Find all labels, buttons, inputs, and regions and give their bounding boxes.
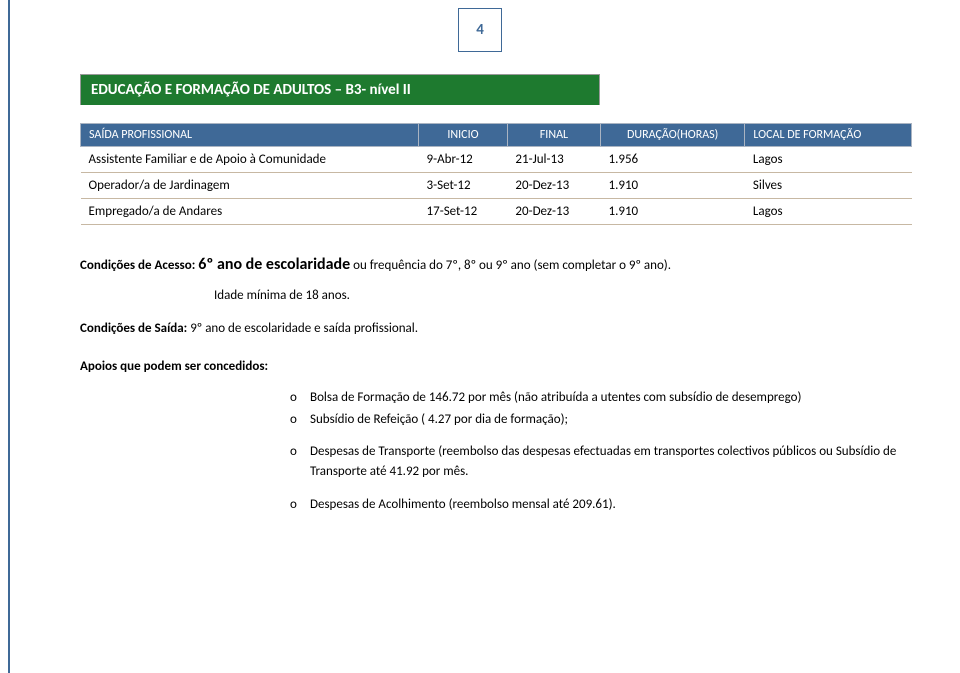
- page-number-box: 4: [458, 8, 502, 52]
- cell-duracao: 1.910: [600, 199, 744, 225]
- saida-text: 9º ano de escolaridade e saída profissio…: [187, 321, 418, 336]
- col-saida: SAÍDA PROFISSIONAL: [81, 124, 419, 147]
- cell-local: Silves: [745, 173, 912, 199]
- table-header-row: SAÍDA PROFISSIONAL INICIO FINAL DURAÇÃO(…: [81, 124, 912, 147]
- cell-saida: Empregado/a de Andares: [81, 199, 419, 225]
- table-row: Assistente Familiar e de Apoio à Comunid…: [81, 147, 912, 173]
- cell-inicio: 17-Set-12: [419, 199, 508, 225]
- bullet-text: Bolsa de Formação de 146.72 por mês (não…: [310, 388, 912, 408]
- section-title: EDUCAÇÃO E FORMAÇÃO DE ADULTOS – B3- nív…: [91, 81, 411, 99]
- col-duracao: DURAÇÃO(HORAS): [600, 124, 744, 147]
- acesso-big: 6º ano de escolaridade: [198, 255, 350, 274]
- idade-minima: Idade mínima de 18 anos.: [214, 284, 912, 307]
- page-number: 4: [476, 21, 484, 39]
- bullet-text: Despesas de Transporte (reembolso das de…: [310, 442, 912, 482]
- bullet-marker: o: [290, 442, 310, 482]
- acesso-rest: ou frequência do 7º, 8º ou 9º ano (sem c…: [350, 258, 671, 273]
- apoios-bullets: o Bolsa de Formação de 146.72 por mês (n…: [290, 388, 912, 515]
- cell-local: Lagos: [745, 199, 912, 225]
- cell-duracao: 1.910: [600, 173, 744, 199]
- cell-final: 20-Dez-13: [507, 199, 600, 225]
- table-row: Empregado/a de Andares 17-Set-12 20-Dez-…: [81, 199, 912, 225]
- cell-saida: Assistente Familiar e de Apoio à Comunid…: [81, 147, 419, 173]
- cell-final: 21-Jul-13: [507, 147, 600, 173]
- table-row: Operador/a de Jardinagem 3-Set-12 20-Dez…: [81, 173, 912, 199]
- col-local: LOCAL DE FORMAÇÃO: [745, 124, 912, 147]
- condicoes-saida: Condições de Saída: 9º ano de escolarida…: [80, 317, 912, 340]
- bullet-marker: o: [290, 495, 310, 515]
- cell-inicio: 9-Abr-12: [419, 147, 508, 173]
- bullet-marker: o: [290, 410, 310, 430]
- left-margin-line: [8, 0, 10, 673]
- bullet-marker: o: [290, 388, 310, 408]
- bullet-text: Despesas de Acolhimento (reembolso mensa…: [310, 495, 912, 515]
- apoios-label: Apoios que podem ser concedidos:: [80, 355, 912, 378]
- acesso-label: Condições de Acesso:: [80, 258, 195, 273]
- courses-table: SAÍDA PROFISSIONAL INICIO FINAL DURAÇÃO(…: [80, 123, 912, 225]
- condicoes-acesso: Condições de Acesso: 6º ano de escolarid…: [80, 251, 912, 280]
- cell-inicio: 3-Set-12: [419, 173, 508, 199]
- bullet-item: o Despesas de Transporte (reembolso das …: [290, 442, 912, 482]
- col-inicio: INICIO: [419, 124, 508, 147]
- bullet-item: o Subsídio de Refeição ( 4.27 por dia de…: [290, 410, 912, 430]
- bullet-item: o Despesas de Acolhimento (reembolso men…: [290, 495, 912, 515]
- cell-saida: Operador/a de Jardinagem: [81, 173, 419, 199]
- cell-duracao: 1.956: [600, 147, 744, 173]
- cell-final: 20-Dez-13: [507, 173, 600, 199]
- section-header: EDUCAÇÃO E FORMAÇÃO DE ADULTOS – B3- nív…: [80, 74, 600, 105]
- bullet-text: Subsídio de Refeição ( 4.27 por dia de f…: [310, 410, 912, 430]
- bullet-item: o Bolsa de Formação de 146.72 por mês (n…: [290, 388, 912, 408]
- conditions-block: Condições de Acesso: 6º ano de escolarid…: [80, 251, 912, 378]
- cell-local: Lagos: [745, 147, 912, 173]
- saida-label: Condições de Saída:: [80, 321, 187, 336]
- col-final: FINAL: [507, 124, 600, 147]
